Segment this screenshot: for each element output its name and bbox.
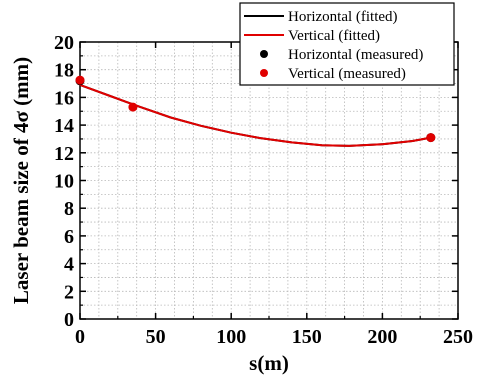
legend-entry-label: Vertical (fitted) xyxy=(288,28,380,44)
y-tick-label: 0 xyxy=(64,309,74,331)
x-axis-title: s(m) xyxy=(249,351,289,375)
legend-entry-label: Vertical (measured) xyxy=(288,66,406,82)
data-point xyxy=(75,75,85,85)
y-tick-label: 10 xyxy=(54,171,74,193)
x-tick-label: 150 xyxy=(292,326,322,348)
legend: Horizontal (fitted) Vertical (fitted) Hori… xyxy=(239,2,455,86)
tick-labels: 0 50 100 150 200 250 0 2 4 6 8 10 12 14 16 18 20 xyxy=(54,32,473,348)
y-tick-label: 16 xyxy=(54,87,74,109)
y-tick-label: 18 xyxy=(54,60,74,82)
y-tick-label: 12 xyxy=(54,143,74,165)
data-point xyxy=(426,133,436,143)
y-tick-label: 2 xyxy=(64,281,74,303)
legend-marker-swatch xyxy=(260,69,268,77)
series-line-vertical-fitted xyxy=(79,83,431,147)
x-tick-label: 250 xyxy=(443,326,473,348)
x-tick-label: 0 xyxy=(75,326,85,348)
y-tick-label: 14 xyxy=(54,115,74,137)
x-tick-label: 100 xyxy=(216,326,246,348)
data-point xyxy=(128,102,138,112)
y-tick-label: 6 xyxy=(64,226,74,248)
x-tick-label: 200 xyxy=(367,326,397,348)
y-axis-title: Laser beam size of 4σ (mm) xyxy=(9,57,33,304)
y-tick-label: 20 xyxy=(54,32,74,54)
x-tick-label: 50 xyxy=(146,326,166,348)
legend-entry-label: Horizontal (measured) xyxy=(288,47,423,63)
legend-marker-swatch xyxy=(260,50,268,58)
series-layer xyxy=(75,75,436,147)
legend-entry-label: Horizontal (fitted) xyxy=(288,9,398,25)
y-tick-label: 8 xyxy=(64,198,74,220)
y-tick-label: 4 xyxy=(64,254,74,276)
